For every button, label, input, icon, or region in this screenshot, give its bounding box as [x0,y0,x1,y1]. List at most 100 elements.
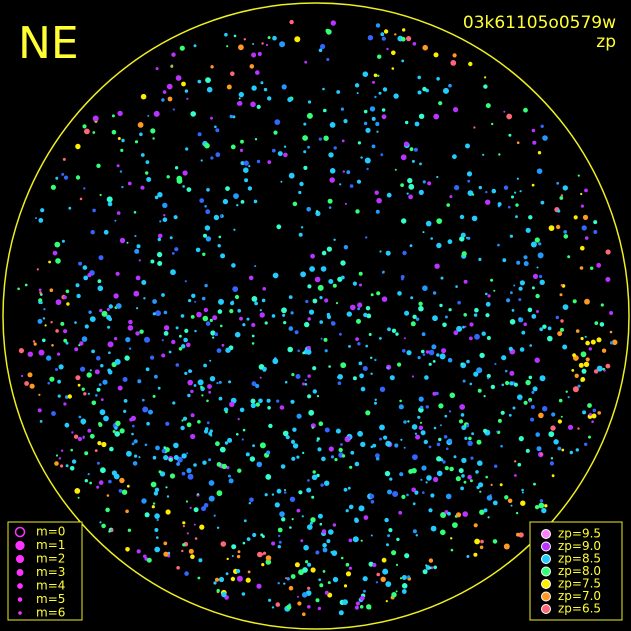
star [189,506,192,509]
star [605,277,611,282]
star [290,399,295,404]
star [482,153,485,156]
star [588,412,592,416]
star [302,382,305,386]
star [71,459,77,464]
star [165,509,171,515]
star [273,130,278,135]
star [271,314,276,318]
star [326,314,332,320]
star [357,307,360,311]
star [71,431,74,434]
star [180,425,185,431]
star [440,276,444,280]
star [503,110,506,113]
star [578,362,584,368]
star [463,313,468,317]
star [239,407,245,413]
star [320,337,323,340]
star [389,477,393,481]
star [106,308,110,311]
star [323,108,327,113]
star [109,446,114,452]
star [398,510,403,515]
magnitude-marker [15,554,25,564]
star [121,185,124,189]
star [210,434,213,437]
star [580,245,585,251]
star [267,160,272,165]
star [531,314,537,319]
star [214,332,219,337]
star [276,399,280,403]
star [163,551,169,557]
star [74,488,81,494]
star [174,247,179,252]
star [112,430,116,433]
star [219,446,226,453]
magnitude-label: m=2 [36,552,65,566]
star [523,322,527,327]
star [274,119,281,125]
star [374,358,377,362]
star [21,374,24,378]
star [481,331,486,336]
star [513,284,516,287]
star [281,517,286,522]
star [290,574,296,579]
star [241,438,244,441]
star [78,261,83,266]
magnitude-marker [14,526,26,538]
star [455,476,461,482]
star [387,534,391,538]
star [154,195,159,200]
star [127,528,132,532]
star [605,249,611,255]
star [306,112,313,119]
star [234,331,241,338]
star [145,171,149,175]
star [201,394,204,397]
star [379,424,385,431]
star [145,160,150,165]
star [439,353,446,360]
star [408,183,415,190]
star [40,301,43,304]
star [161,293,165,297]
star [432,315,438,322]
star [330,20,336,26]
star [288,326,294,331]
star [243,160,249,166]
star [373,73,378,78]
star [436,470,443,477]
star [368,606,372,610]
star [455,285,458,288]
star [340,260,346,266]
star [322,87,325,91]
star [154,513,160,519]
star [175,75,182,81]
star [226,466,230,470]
star [221,343,225,347]
star [113,293,119,299]
star [357,302,363,308]
star [152,455,157,460]
star [326,539,331,544]
star [467,474,472,480]
star [559,196,564,200]
star [594,321,599,325]
star [302,567,308,573]
star [442,460,446,464]
star [236,569,241,574]
star [358,361,363,366]
star [156,518,159,522]
star [282,313,286,317]
star [507,205,511,209]
star [276,224,282,230]
star [291,518,294,521]
star [216,588,220,593]
star [142,406,149,413]
star [369,106,376,112]
star [83,187,86,190]
star [138,259,141,262]
